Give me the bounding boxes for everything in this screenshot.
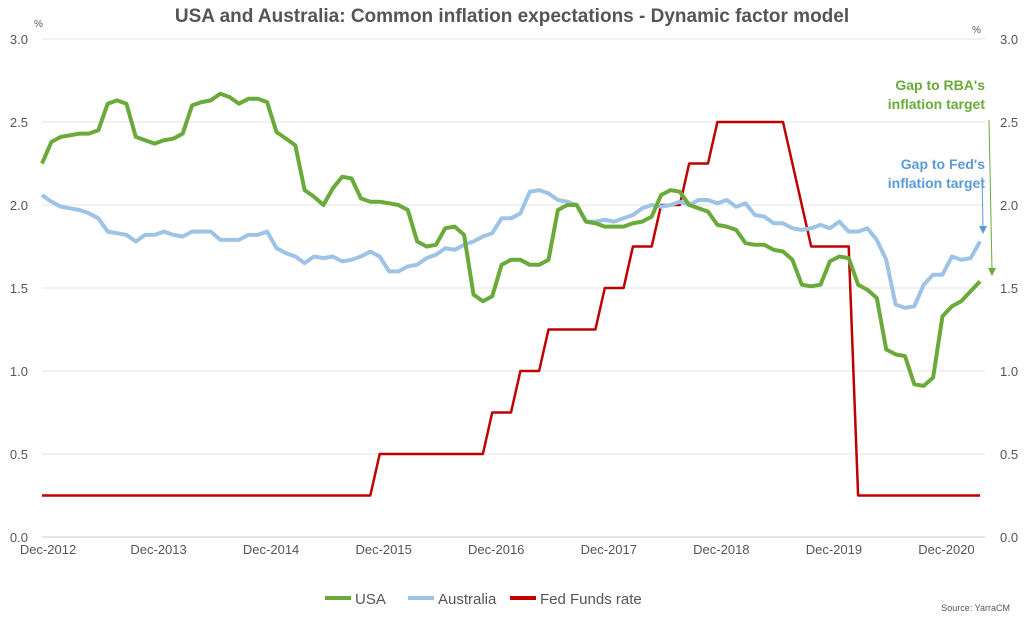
x-tick: Dec-2013 (130, 542, 186, 557)
y-tick-left: 1.0 (10, 364, 28, 379)
series-line-usa (40, 91, 982, 388)
legend-label: USA (355, 591, 386, 608)
x-tick: Dec-2014 (243, 542, 299, 557)
y-tick-right: 2.5 (1000, 115, 1018, 130)
y-tick-left: 0.5 (10, 447, 28, 462)
annotation-text: Gap to RBA's (895, 77, 985, 93)
rba-gap-arrowhead (988, 268, 996, 276)
y-tick-left: 2.0 (10, 198, 28, 213)
y-tick-right: 2.0 (1000, 198, 1018, 213)
left-unit: % (34, 19, 43, 30)
x-tick: Dec-2019 (806, 542, 862, 557)
x-tick: Dec-2017 (581, 542, 637, 557)
series-line-fed-funds-rate (42, 120, 980, 497)
y-tick-right: 0.0 (1000, 530, 1018, 545)
x-tick: Dec-2018 (693, 542, 749, 557)
y-tick-left: 2.5 (10, 115, 28, 130)
y-tick-left: 0.0 (10, 530, 28, 545)
x-tick: Dec-2012 (20, 542, 76, 557)
legend-label: Australia (438, 591, 497, 608)
x-ticks: Dec-2012 Dec-2013 Dec-2014 Dec-2015 Dec-2016… (20, 542, 975, 557)
x-tick: Dec-2016 (468, 542, 524, 557)
annotation-text: inflation target (888, 96, 986, 112)
rba-gap-arrow (988, 119, 993, 271)
x-tick: Dec-2020 (918, 542, 974, 557)
fed-gap-arrowhead (979, 226, 987, 234)
gridlines (42, 38, 985, 538)
annotation-text: inflation target (888, 175, 986, 191)
fed-gap-arrow (981, 176, 984, 228)
y-tick-left: 3.0 (10, 32, 28, 47)
x-tick: Dec-2015 (355, 542, 411, 557)
legend-label: Fed Funds rate (540, 591, 642, 608)
y-tick-right: 3.0 (1000, 32, 1018, 47)
y-tick-left: 1.5 (10, 281, 28, 296)
annotations: Gap to RBA's inflation target Gap to Fed's… (888, 77, 996, 276)
y-tick-right: 1.0 (1000, 364, 1018, 379)
chart-title: USA and Australia: Common inflation expe… (175, 6, 849, 27)
series-lines (40, 91, 982, 497)
source-note: Source: YarraCM (941, 603, 1010, 613)
series-line-australia (40, 188, 982, 310)
y-tick-right: 0.5 (1000, 447, 1018, 462)
y-tick-right: 1.5 (1000, 281, 1018, 296)
y-ticks: 0.0 0.0 0.5 0.5 1.0 1.0 1.5 1.5 2.0 2.0 2.5 2.5 3.0 3… (10, 32, 1018, 545)
annotation-text: Gap to Fed's (901, 156, 985, 172)
right-unit: % (972, 25, 981, 36)
legend: USA Australia Fed Funds rate (325, 591, 642, 608)
